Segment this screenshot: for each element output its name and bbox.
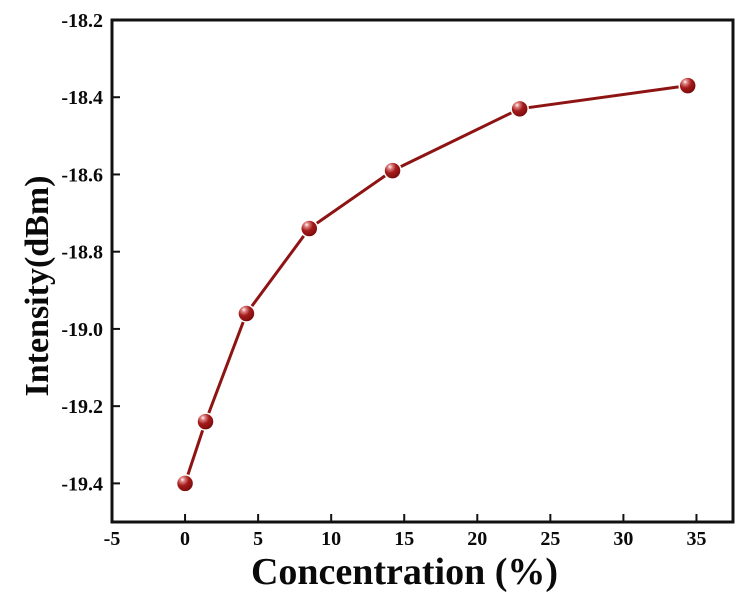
y-tick-label: -19.4 xyxy=(61,473,103,495)
x-tick-label: 5 xyxy=(253,528,263,550)
y-axis-title: Intensity(dBm) xyxy=(19,175,56,397)
x-tick-label: 35 xyxy=(686,528,706,550)
data-point xyxy=(383,161,402,180)
y-tick-label: -18.8 xyxy=(61,242,103,264)
x-axis-title: Concentration (%) xyxy=(250,551,559,593)
y-tick-label: -19.0 xyxy=(61,319,103,341)
data-point xyxy=(678,76,697,95)
data-point xyxy=(510,99,529,119)
y-tick-label: -18.4 xyxy=(61,87,103,109)
y-tick-label: -19.2 xyxy=(61,396,103,418)
y-tick-label: -18.6 xyxy=(61,164,103,186)
x-tick-label: 15 xyxy=(394,528,414,550)
data-line xyxy=(183,84,690,485)
data-point xyxy=(196,412,215,431)
data-point xyxy=(300,219,319,238)
y-tick-label: -18.2 xyxy=(61,10,103,32)
x-tick-label: -5 xyxy=(104,528,121,550)
data-point xyxy=(237,304,256,323)
data-point xyxy=(175,474,195,493)
x-tick-label: 0 xyxy=(180,528,190,550)
x-tick-label: 20 xyxy=(467,528,487,550)
x-tick-label: 10 xyxy=(321,528,341,550)
plot-border xyxy=(110,18,735,524)
x-tick-label: 25 xyxy=(540,528,560,550)
x-tick-label: 30 xyxy=(613,528,633,550)
